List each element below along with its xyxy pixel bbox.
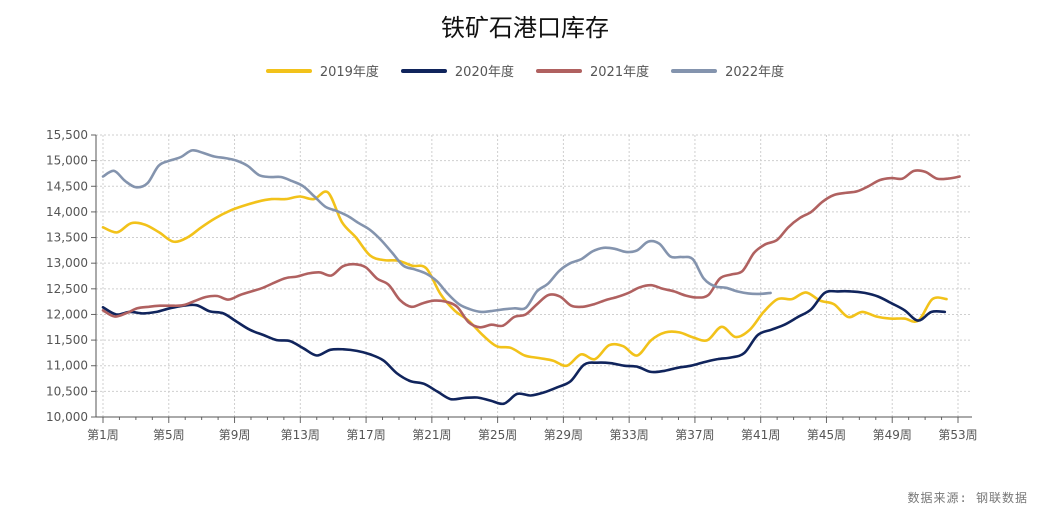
x-tick-label: 第41周 [741,428,780,442]
legend-label: 2022年度 [725,65,785,80]
y-tick-label: 13,500 [46,231,88,245]
y-tick-label: 12,000 [46,307,88,321]
x-tick-label: 第21周 [412,428,451,442]
x-tick-label: 第13周 [281,428,320,442]
legend-item[interactable]: 2022年度 [671,61,784,80]
series-line-2020年度 [101,289,947,406]
x-tick-label: 第29周 [544,428,583,442]
legend-swatch [671,68,718,73]
legend: 2019年度 2020年度 2021年度 2022年度 [0,61,1050,80]
y-tick-label: 10,500 [46,384,88,398]
y-tick-label: 11,000 [46,359,88,373]
y-tick-label: 11,500 [46,333,88,347]
source-note: 数据来源: 钢联数据 [907,491,1028,505]
x-tick-label: 第25周 [478,428,517,442]
legend-label: 2019年度 [319,65,379,80]
series-line-2021年度 [101,169,961,329]
legend-label: 2021年度 [590,65,650,80]
x-tick-label: 第45周 [807,428,846,442]
series-line-2022年度 [101,148,772,314]
y-tick-label: 15,000 [46,154,88,168]
x-tick-label: 第5周 [153,428,185,442]
x-tick-label: 第9周 [219,428,251,442]
x-tick-label: 第53周 [938,428,977,442]
legend-item[interactable]: 2021年度 [536,61,649,80]
y-tick-label: 15,500 [46,128,88,142]
x-tick-label: 第37周 [675,428,714,442]
legend-label: 2020年度 [454,65,514,80]
legend-swatch [536,68,582,73]
legend-swatch [400,68,447,73]
x-tick-label: 第49周 [873,428,912,442]
y-tick-label: 12,500 [46,282,88,296]
y-tick-label: 14,500 [46,179,88,193]
legend-item[interactable]: 2020年度 [400,61,514,80]
series-line-2019年度 [101,190,948,368]
chart-title: 铁矿石港口库存 [441,14,609,42]
x-tick-label: 第1周 [87,428,119,442]
y-tick-label: 13,000 [46,256,88,270]
y-tick-label: 10,000 [46,410,88,424]
y-tick-label: 14,000 [46,205,88,219]
x-tick-label: 第17周 [346,428,385,442]
legend-item[interactable]: 2019年度 [265,61,379,80]
legend-swatch [265,68,312,73]
x-tick-label: 第33周 [610,428,649,442]
